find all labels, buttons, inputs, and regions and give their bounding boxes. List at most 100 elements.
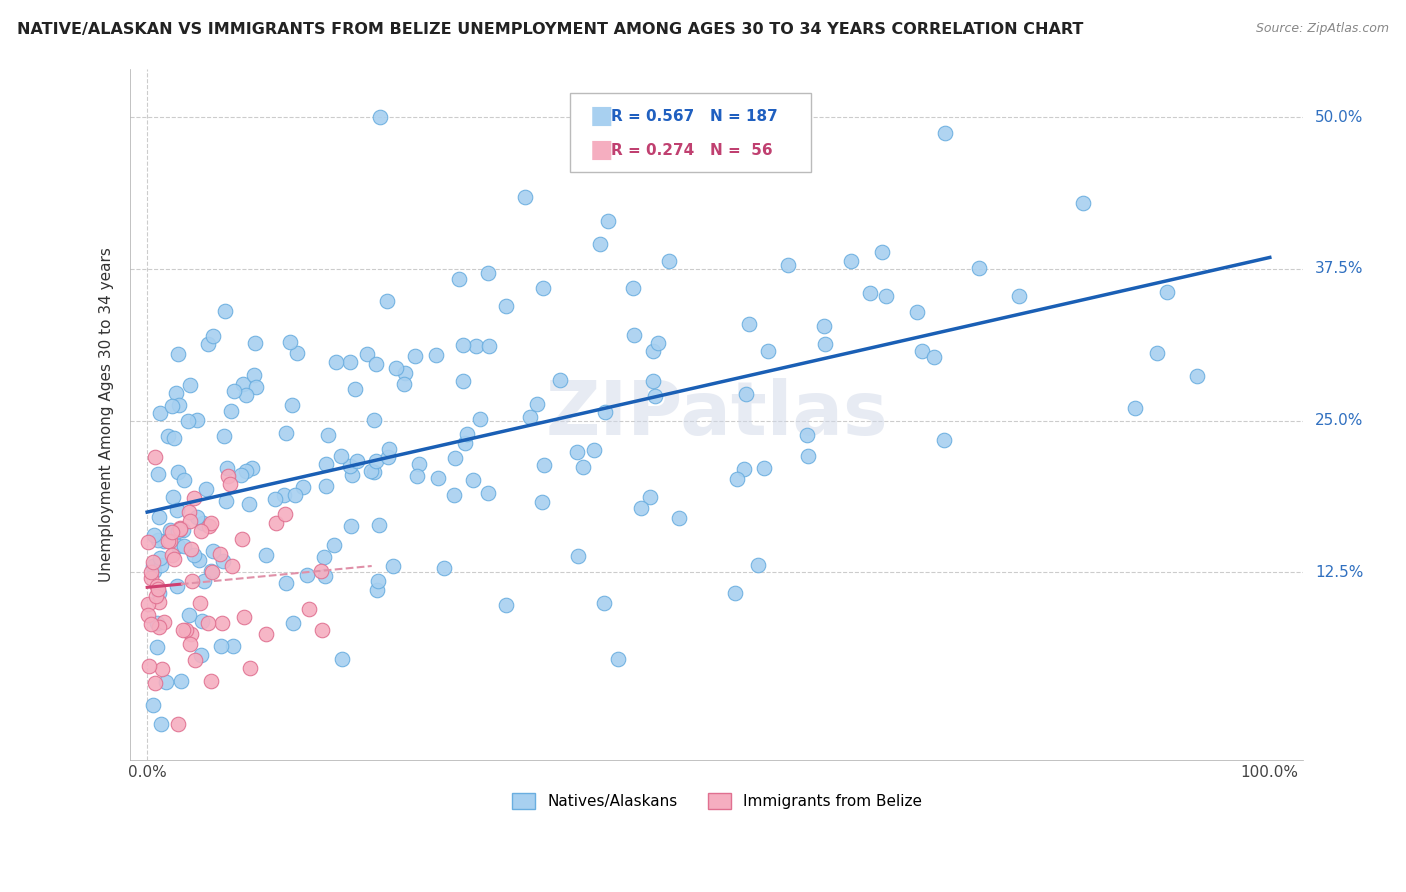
Point [167,398,190,412]
Point [859,286,882,301]
Point [202,329,225,343]
Point [323,538,346,552]
Point [456,426,478,441]
Text: R = 0.274   N =  56: R = 0.274 N = 56 [612,144,773,159]
Point [180,626,202,640]
Point [934,126,956,140]
Point [239,660,262,674]
Point [143,675,166,690]
Point [143,528,166,542]
Point [356,347,378,361]
Point [209,639,232,653]
Point [533,458,555,472]
Point [172,523,194,537]
Point [643,374,665,388]
Point [364,357,387,371]
Point [159,534,181,549]
Point [150,717,173,731]
Point [315,478,337,492]
Point [155,675,177,690]
Point [630,501,652,516]
Point [156,429,179,443]
Point [176,414,198,428]
Text: ■: ■ [591,103,614,128]
Point [191,614,214,628]
Point [363,413,385,427]
Point [756,344,779,359]
Point [148,509,170,524]
Point [231,532,253,546]
Point [870,245,893,260]
Point [274,576,297,591]
Point [813,318,835,333]
Point [242,461,264,475]
Point [451,374,474,388]
Point [318,427,340,442]
Point [273,507,295,521]
Point [314,568,336,582]
Point [264,491,287,506]
Point [212,429,235,443]
Point [325,355,347,369]
Point [173,539,195,553]
Point [724,586,747,600]
Point [658,254,681,268]
Point [295,567,318,582]
Point [173,473,195,487]
Point [145,616,167,631]
Point [404,349,426,363]
Text: R = 0.567   N = 187: R = 0.567 N = 187 [612,110,778,125]
Point [444,450,467,465]
Point [145,589,167,603]
Point [343,382,366,396]
Point [733,462,755,476]
Point [273,488,295,502]
Point [360,464,382,478]
Point [747,558,769,572]
Point [548,373,571,387]
Point [184,653,207,667]
Point [621,281,644,295]
Point [567,549,589,564]
Point [183,491,205,505]
Point [162,490,184,504]
Point [363,465,385,479]
Text: ZIPatlas: ZIPatlas [546,378,889,451]
Point [342,467,364,482]
Point [148,595,170,609]
Point [214,304,236,318]
Point [224,384,246,398]
Point [752,461,775,475]
Point [1008,288,1031,302]
Point [911,344,934,359]
Point [254,548,277,562]
Point [167,347,190,361]
Point [433,560,456,574]
Point [477,266,499,280]
Point [875,289,897,303]
Point [222,639,245,653]
Point [725,472,748,486]
Point [531,281,554,295]
Point [200,516,222,530]
Point [186,510,208,524]
Point [368,110,391,124]
Point [169,521,191,535]
Point [188,596,211,610]
Text: 37.5%: 37.5% [1315,261,1364,277]
Point [583,442,606,457]
Point [312,550,335,565]
Point [149,551,172,566]
FancyBboxPatch shape [571,93,811,172]
Point [232,376,254,391]
Point [200,673,222,688]
Text: 25.0%: 25.0% [1315,413,1364,428]
Point [193,574,215,589]
Point [292,480,315,494]
Point [644,389,666,403]
Point [235,387,257,401]
Point [186,413,208,427]
Point [149,558,172,572]
Point [278,334,301,349]
Point [238,497,260,511]
